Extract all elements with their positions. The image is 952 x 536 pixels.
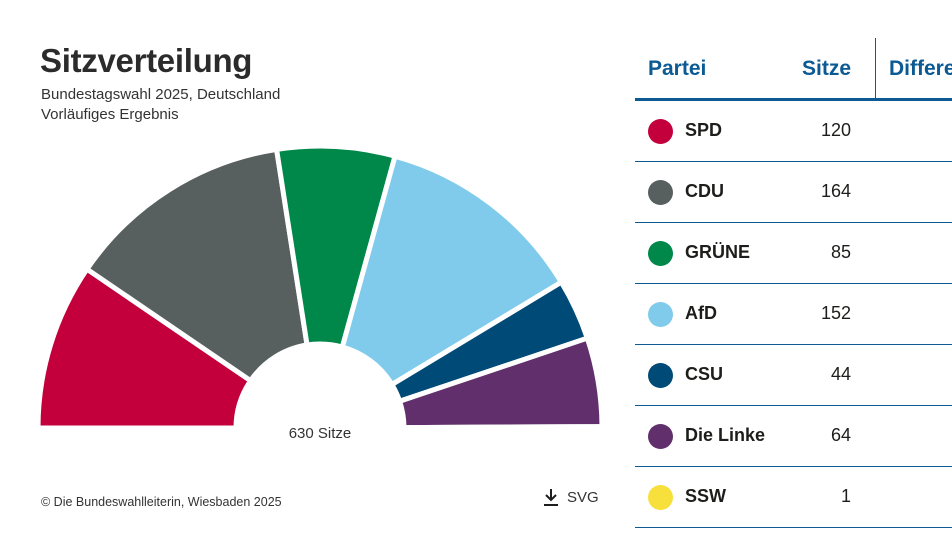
- party-color-dot: [648, 119, 673, 144]
- seat-table: Partei Sitze Differe SPD 120 CDU 164 GRÜ…: [635, 38, 952, 528]
- header-difference[interactable]: Differe: [889, 57, 952, 80]
- party-name: Die Linke: [685, 425, 766, 445]
- download-svg-button[interactable]: SVG: [541, 487, 599, 507]
- party-color-dot: [648, 180, 673, 205]
- header-seats[interactable]: Sitze: [802, 57, 852, 80]
- party-name: GRÜNE: [685, 242, 751, 262]
- party-color-dot: [648, 302, 673, 327]
- total-seats-label: 630 Sitze: [288, 425, 352, 442]
- party-color-dot: [648, 485, 673, 510]
- table-header: Partei Sitze Differe: [635, 38, 952, 101]
- table-row: Die Linke 64: [635, 406, 952, 467]
- table-row: CDU 164: [635, 162, 952, 223]
- seat-slice-spd[interactable]: [35, 265, 255, 431]
- party-name: AfD: [685, 303, 717, 323]
- chart-title: Sitzverteilung: [40, 42, 253, 79]
- table-row: AfD 152: [635, 284, 952, 345]
- party-seats: 152: [820, 303, 851, 323]
- table-row: CSU 44: [635, 345, 952, 406]
- table-row: GRÜNE 85: [635, 223, 952, 284]
- seat-slice-ssw[interactable]: [401, 424, 605, 431]
- copyright-credit: © Die Bundeswahlleiterin, Wiesbaden 2025: [41, 495, 282, 509]
- party-seats: 120: [820, 120, 851, 140]
- party-name: CSU: [685, 364, 724, 384]
- party-color-dot: [648, 241, 673, 266]
- column-divider: [875, 38, 876, 98]
- party-color-dot: [648, 363, 673, 388]
- party-seats: 164: [820, 181, 851, 201]
- seat-slice-afd[interactable]: [339, 153, 565, 388]
- header-party[interactable]: Partei: [648, 57, 707, 80]
- party-seats: 64: [830, 425, 851, 445]
- party-name: CDU: [685, 181, 724, 201]
- table-row: SPD 120: [635, 101, 952, 162]
- party-name: SPD: [685, 120, 723, 140]
- seat-slice-cdu[interactable]: [83, 146, 310, 385]
- table-row: SSW 1: [635, 467, 952, 528]
- seat-chart: [35, 143, 605, 431]
- party-color-dot: [648, 424, 673, 449]
- chart-status: Vorläufiges Ergebnis: [41, 106, 179, 123]
- party-seats: 85: [830, 242, 851, 262]
- party-seats: 1: [840, 486, 851, 506]
- download-icon: [544, 489, 558, 506]
- party-name: SSW: [685, 486, 727, 506]
- party-seats: 44: [830, 364, 851, 384]
- download-label: SVG: [567, 488, 599, 506]
- chart-subtitle: Bundestagswahl 2025, Deutschland: [41, 86, 281, 103]
